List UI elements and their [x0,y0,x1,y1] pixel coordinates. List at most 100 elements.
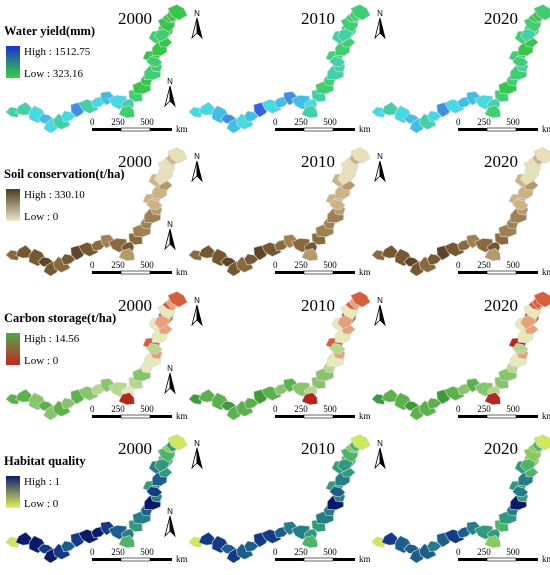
north-arrow-icon: N [191,439,203,470]
region-polygon [328,343,346,355]
scale-bar: 0 250 500 km [90,260,188,277]
legend-low-label: Low : 323.16 [24,68,83,80]
scale-unit-label: km [542,124,550,134]
region-polygon [484,248,501,262]
scale-tick-label: 0 [273,260,278,270]
region-polygon [328,486,346,498]
scale-bar: 0 250 500 km [273,260,371,277]
scale-tick-label: 250 [294,117,308,127]
scale-unit-label: km [359,267,371,277]
north-label: N [167,77,173,86]
region-polygon [350,434,371,451]
scale-unit-label: km [359,124,371,134]
region-polygon [145,486,163,498]
region-polygon [154,315,171,330]
scale-tick-label: 250 [111,117,125,127]
region-polygon [5,393,20,405]
scale-tick-label: 250 [477,117,491,127]
region-polygon [145,199,163,211]
region-polygon [145,343,163,355]
north-label: N [377,9,383,18]
scale-tick-label: 0 [273,547,278,557]
region-polygon [533,147,550,164]
region-polygon [188,249,203,261]
legend-title: Carbon storage(t/ha) [4,311,116,325]
region-polygon [301,248,318,262]
region-polygon [328,56,346,68]
region-polygon [371,536,386,548]
region-polygon [5,249,20,261]
region-polygon [381,531,398,546]
scale-unit-label: km [542,411,550,421]
north-arrow-icon: N [374,152,386,183]
region-polygon [243,253,260,266]
north-label: N [167,507,173,516]
region-polygon [15,101,32,116]
region-polygon [484,392,501,406]
scale-tick-label: 250 [111,260,125,270]
region-polygon [350,291,371,308]
region-polygon [167,434,188,451]
scale-tick-label: 0 [90,260,95,270]
legend-high-label: High : 14.56 [24,333,80,345]
map-panel-3-2010: 2010 N 0 250 500 km [188,434,371,564]
scale-tick-label: 250 [111,404,125,414]
scale-bar: 0 250 500 km [273,547,371,564]
row-0: 2000 N 0 250 500 km 2010 N 0 250 500 km 2020 N 0 250 500… [4,4,550,134]
region-polygon [337,28,354,43]
scale-tick-label: 0 [456,547,461,557]
region-polygon [350,147,371,164]
scale-tick-label: 500 [506,117,520,127]
legend-color-ramp [6,476,20,508]
region-polygon [167,291,188,308]
region-polygon [154,171,171,186]
scale-tick-label: 0 [456,117,461,127]
map-panel-0-2000: 2000 N 0 250 500 km [5,4,188,134]
legend-high-label: High : 330.10 [24,189,85,201]
north-arrow-icon: N [374,296,386,327]
map-panel-3-2020: 2020 N 0 250 500 km [371,434,550,564]
north-label: N [377,439,383,448]
scale-tick-label: 500 [140,260,154,270]
legend-color-ramp [6,46,20,78]
region-polygon [188,106,203,118]
year-label: 2000 [118,152,152,171]
region-polygon [520,458,537,473]
scale-tick-label: 500 [140,117,154,127]
region-polygon [350,4,371,21]
year-label: 2000 [118,9,152,28]
row-1: 2000 N 0 250 500 km 2010 N 0 250 500 km 2020 N 0 250 500… [4,147,550,277]
region-polygon [243,397,260,410]
legend-title: Habitat quality [4,454,86,468]
region-polygon [154,28,171,43]
region-polygon [154,458,171,473]
scale-tick-label: 500 [506,547,520,557]
scale-unit-label: km [176,411,188,421]
region-polygon [15,244,32,259]
legend-low-label: Low : 0 [24,355,59,367]
north-arrow-icon: N [164,77,176,108]
scale-tick-label: 250 [111,547,125,557]
region-polygon [337,458,354,473]
region-polygon [520,28,537,43]
map-panel-0-2020: 2020 N 0 250 500 km [371,4,550,134]
scale-tick-label: 250 [294,404,308,414]
legend-low-label: Low : 0 [24,211,59,223]
year-label: 2010 [301,152,335,171]
map-panel-1-2000: 2000 N 0 250 500 km [5,147,188,277]
year-label: 2010 [301,296,335,315]
region-polygon [15,388,32,403]
region-polygon [198,244,215,259]
scale-tick-label: 0 [456,260,461,270]
scale-unit-label: km [176,267,188,277]
region-polygon [328,199,346,211]
scale-bar: 0 250 500 km [456,260,550,277]
year-label: 2010 [301,9,335,28]
region-polygon [371,393,386,405]
north-arrow-icon: N [164,364,176,395]
north-arrow-icon: N [374,9,386,40]
north-arrow-icon: N [191,9,203,40]
region-polygon [337,171,354,186]
scale-bar: 0 250 500 km [456,547,550,564]
region-polygon [533,4,550,21]
